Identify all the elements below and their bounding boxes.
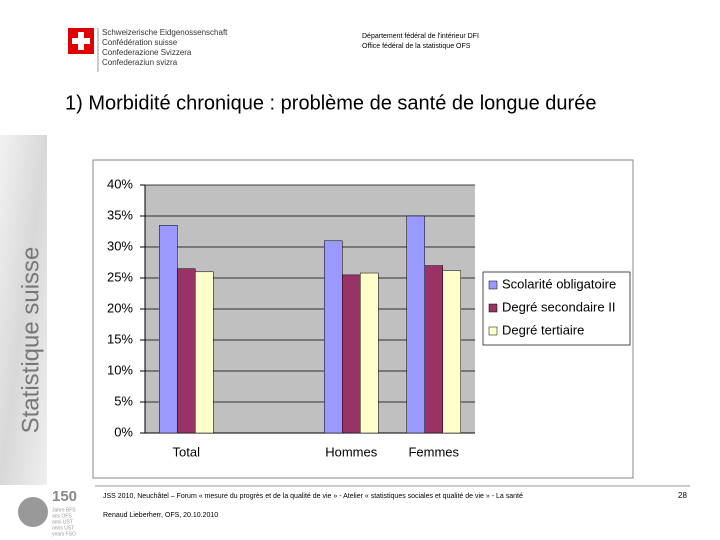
bar (195, 271, 214, 434)
y-tick-label: 20% (107, 300, 133, 315)
y-tick-label: 30% (107, 238, 133, 253)
department-name: Office fédéral de la statistique OFS (362, 43, 471, 50)
y-tick-label: 5% (114, 393, 133, 408)
bar (442, 270, 461, 434)
legend-label: Degré tertiaire (502, 322, 584, 337)
footer-author: Renaud Lieberherr, OFS, 20.10.2010 (103, 512, 218, 519)
flag-cross (72, 38, 90, 44)
legend-swatch (488, 303, 498, 313)
legend-label: Degré secondaire II (502, 299, 615, 314)
bar (177, 268, 196, 434)
confederation-name: Confederaziun svizra (102, 58, 178, 67)
logo-circle (18, 497, 48, 527)
bar (159, 225, 178, 434)
bar (406, 215, 425, 434)
side-image (0, 135, 47, 485)
x-tick-label: Total (173, 444, 201, 459)
y-tick-label: 40% (107, 176, 133, 191)
x-tick-label: Hommes (325, 444, 378, 459)
x-tick-label: Femmes (408, 444, 459, 459)
confederation-name: Confédération suisse (102, 38, 178, 47)
y-tick-label: 15% (107, 331, 133, 346)
bar (424, 265, 443, 434)
bar (324, 240, 343, 434)
logo-line: ans OFS (52, 513, 72, 519)
y-tick-label: 10% (107, 362, 133, 377)
side-label: Statistique suisse (17, 247, 44, 434)
confederation-name: Schweizerische Eidgenossenschaft (102, 28, 228, 37)
legend-swatch (488, 280, 498, 290)
logo-line: onns UST (52, 525, 74, 531)
page-number: 28 (678, 491, 687, 500)
y-tick-label: 0% (114, 424, 133, 439)
y-tick-label: 25% (107, 269, 133, 284)
y-tick-label: 35% (107, 207, 133, 222)
bar (360, 272, 379, 434)
logo-line: anni UST (52, 519, 73, 525)
legend-box (482, 271, 631, 346)
logo-number: 150 (52, 488, 77, 505)
bar (342, 274, 361, 434)
legend-label: Scolarité obligatoire (502, 276, 616, 291)
confederation-name: Confederazione Svizzera (102, 48, 192, 57)
legend-swatch (488, 326, 498, 336)
logo-line: years FSO (52, 531, 76, 537)
slide-title: 1) Morbidité chronique : problème de san… (65, 92, 596, 114)
footer-text: JSS 2010, Neuchâtel – Forum « mesure du … (103, 493, 523, 500)
department-name: Département fédéral de l'intérieur DFI (362, 33, 479, 40)
logo-line: Jahre BFS (52, 507, 76, 513)
